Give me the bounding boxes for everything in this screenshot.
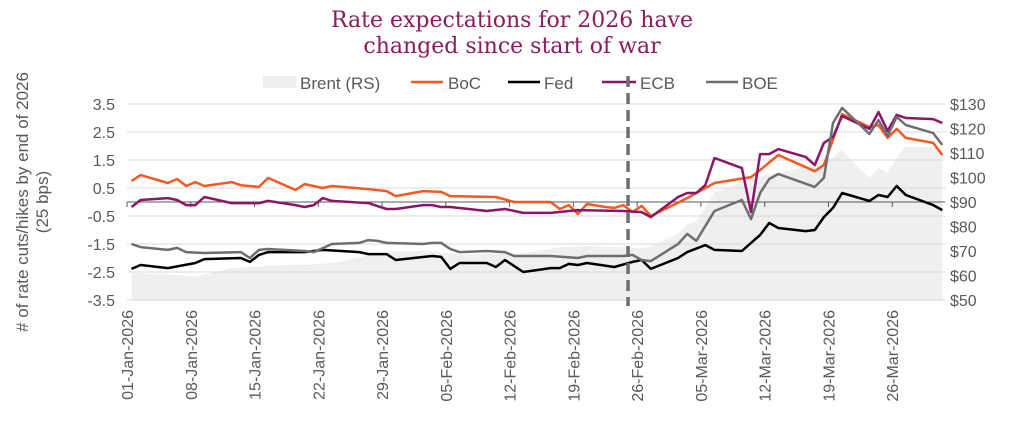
legend-label-brent: Brent (RS)	[300, 74, 380, 93]
y-tick-label: -0.5	[87, 209, 115, 226]
y-tick-label: 0.5	[93, 181, 115, 198]
y2-tick-label: $70	[950, 244, 977, 261]
x-tick-label: 19-Feb-2026	[566, 310, 583, 402]
x-tick-label: 19-Mar-2026	[821, 310, 838, 402]
x-tick-label: 22-Jan-2026	[311, 310, 328, 400]
brent-area	[131, 146, 943, 300]
y-axis-label-line-2: (25 bps)	[33, 171, 52, 233]
series-line-boc	[130, 112, 944, 218]
y2-tick-label: $60	[950, 269, 977, 286]
series-line-ecb	[130, 110, 943, 219]
y-tick-label: 2.5	[93, 125, 115, 142]
y-tick-label: 1.5	[93, 153, 115, 170]
chart-title-line-2: changed since start of war	[363, 34, 661, 59]
legend-swatch-brent	[263, 76, 296, 88]
y-tick-label: -3.5	[87, 293, 115, 310]
x-tick-label: 26-Feb-2026	[630, 310, 647, 402]
chart-title-line-1: Rate expectations for 2026 have	[331, 8, 693, 33]
x-tick-label: 12-Mar-2026	[758, 310, 775, 402]
y-tick-label: -1.5	[87, 237, 115, 254]
y-axis-label: # of rate cuts/hikes by end of 2026 (25 …	[13, 72, 52, 332]
legend-label-fed: Fed	[544, 74, 573, 93]
legend-label-boc: BoC	[448, 74, 481, 93]
legend: Brent (RS) BoC Fed ECB BOE	[263, 74, 778, 93]
y2-tick-label: $50	[950, 293, 977, 310]
y-tick-label: -2.5	[87, 265, 115, 282]
x-tick-label: 05-Mar-2026	[694, 310, 711, 402]
y2-tick-label: $90	[950, 195, 977, 212]
x-tick-label: 08-Jan-2026	[184, 310, 201, 400]
y-axis-label-line-1: # of rate cuts/hikes by end of 2026	[13, 72, 32, 332]
series-line-boe	[131, 106, 944, 263]
legend-label-ecb: ECB	[640, 74, 675, 93]
y2-tick-label: $80	[950, 220, 977, 237]
x-tick-label: 26-Mar-2026	[885, 310, 902, 402]
y2-tick-label: $100	[950, 171, 986, 188]
series-line-fed	[131, 184, 943, 274]
x-tick-label: 12-Feb-2026	[503, 310, 520, 402]
x-tick-label: 29-Jan-2026	[375, 310, 392, 400]
legend-label-boe: BOE	[742, 74, 778, 93]
x-tick-label: 15-Jan-2026	[248, 310, 265, 400]
y2-tick-label: $110	[950, 146, 985, 163]
x-tick-label: 01-Jan-2026	[120, 310, 137, 400]
y-tick-label: 3.5	[93, 97, 115, 114]
y2-tick-label: $120	[950, 122, 986, 139]
y2-tick-label: $130	[950, 97, 986, 114]
x-tick-label: 05-Feb-2026	[439, 310, 456, 402]
